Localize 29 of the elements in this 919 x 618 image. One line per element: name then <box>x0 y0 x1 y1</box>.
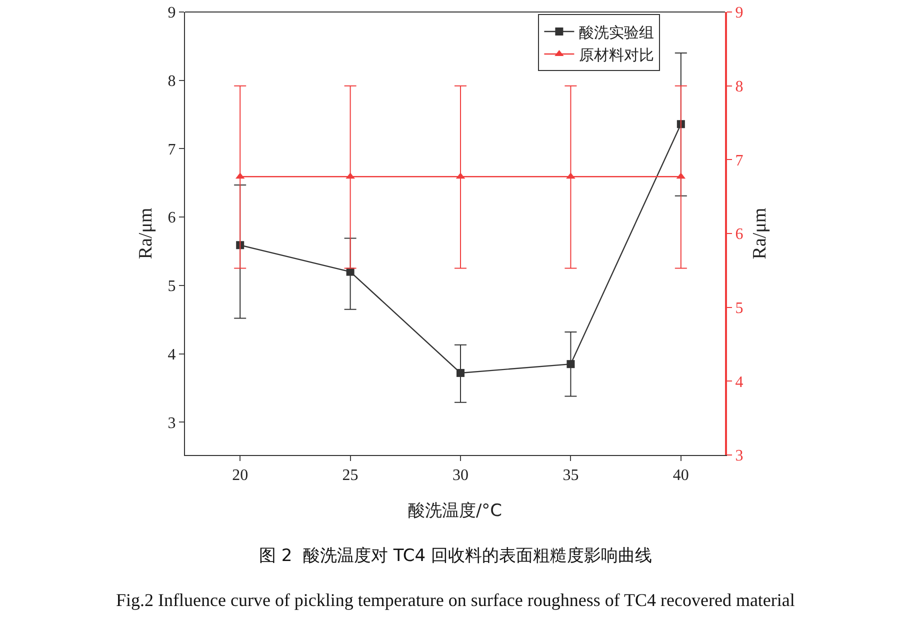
y2-tick-label: 6 <box>735 226 744 244</box>
y2-tick-label: 9 <box>735 4 744 22</box>
y2-tick-label: 8 <box>735 78 744 96</box>
y-tick-label: 6 <box>168 210 176 227</box>
x-tick-label: 25 <box>342 467 358 484</box>
caption: 图 2 酸洗温度对 TC4 回收料的表面粗糙度影响曲线 <box>259 546 652 566</box>
caption: Fig.2 Influence curve of pickling temperature on surface roughness of TC4 recovered material <box>116 590 795 610</box>
x-axis-title: 酸洗温度/°C <box>408 501 502 521</box>
legend-label: 酸洗实验组 <box>579 23 654 42</box>
x-tick-label: 20 <box>232 467 248 484</box>
y-tick-label: 7 <box>168 141 176 158</box>
y-tick-label: 8 <box>168 72 176 90</box>
y-tick-label: 9 <box>168 4 176 22</box>
x-tick-label: 40 <box>672 467 689 484</box>
y2-tick-label: 4 <box>735 374 744 391</box>
y-axis-title: Ra/μm <box>136 208 157 260</box>
y-tick-label: 3 <box>168 414 176 432</box>
x-tick-label: 35 <box>562 467 579 484</box>
legend-label: 原材料对比 <box>579 46 654 64</box>
x-tick-label: 30 <box>452 467 469 484</box>
y2-tick-label: 5 <box>735 300 744 317</box>
y2-tick-label: 7 <box>735 152 744 170</box>
y-tick-label: 4 <box>168 346 176 364</box>
point <box>456 368 465 377</box>
y-tick-label: 5 <box>168 278 176 296</box>
point <box>346 268 354 276</box>
y2-axis-title: Ra/μm <box>750 208 770 260</box>
y2-tick-label: 3 <box>735 448 744 465</box>
point <box>566 360 575 368</box>
